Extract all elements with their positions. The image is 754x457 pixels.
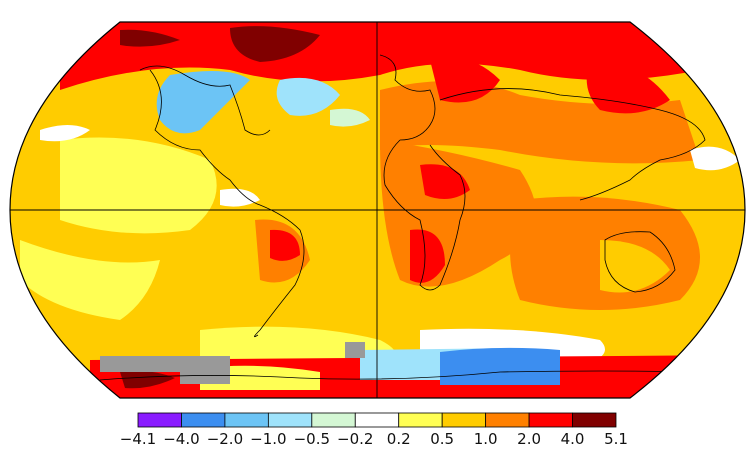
legend-bin (181, 412, 226, 428)
map-outline (9, 21, 746, 399)
legend-bin (528, 412, 573, 428)
legend-tick-label: −4.1 (120, 430, 156, 448)
legend-tick-label: 4.0 (561, 430, 585, 448)
legend-tick-label: 0.2 (387, 430, 411, 448)
legend-tick-label: 2.0 (517, 430, 541, 448)
legend-bin (311, 412, 356, 428)
legend-bin (485, 412, 530, 428)
legend-tick-label: 0.5 (430, 430, 454, 448)
legend-bin (137, 412, 182, 428)
legend-bin (572, 412, 617, 428)
legend-tick-labels: −4.1 −4.0 −2.0 −1.0 −0.5 −0.2 0.2 0.5 1.0 2.0 4.0 5… (120, 430, 628, 448)
legend-tick-label: −2.0 (207, 430, 243, 448)
legend-bins (137, 412, 617, 428)
legend-bin (267, 412, 313, 428)
temperature-anomaly-map (9, 21, 746, 399)
anomaly-field (10, 22, 745, 398)
legend-bin (354, 412, 400, 428)
legend-tick-label: 1.0 (474, 430, 498, 448)
coastlines (99, 54, 706, 381)
legend-bin (398, 412, 443, 428)
legend-tick-label: 5.1 (604, 430, 628, 448)
color-legend: −4.1 −4.0 −2.0 −1.0 −0.5 −0.2 0.2 0.5 1.0 2.0 4.0 5… (120, 412, 628, 448)
legend-bin (224, 412, 269, 428)
legend-tick-label: −0.2 (337, 430, 373, 448)
legend-tick-label: −4.0 (163, 430, 199, 448)
legend-tick-label: −0.5 (294, 430, 330, 448)
legend-bin (441, 412, 487, 428)
legend-tick-label: −1.0 (250, 430, 286, 448)
